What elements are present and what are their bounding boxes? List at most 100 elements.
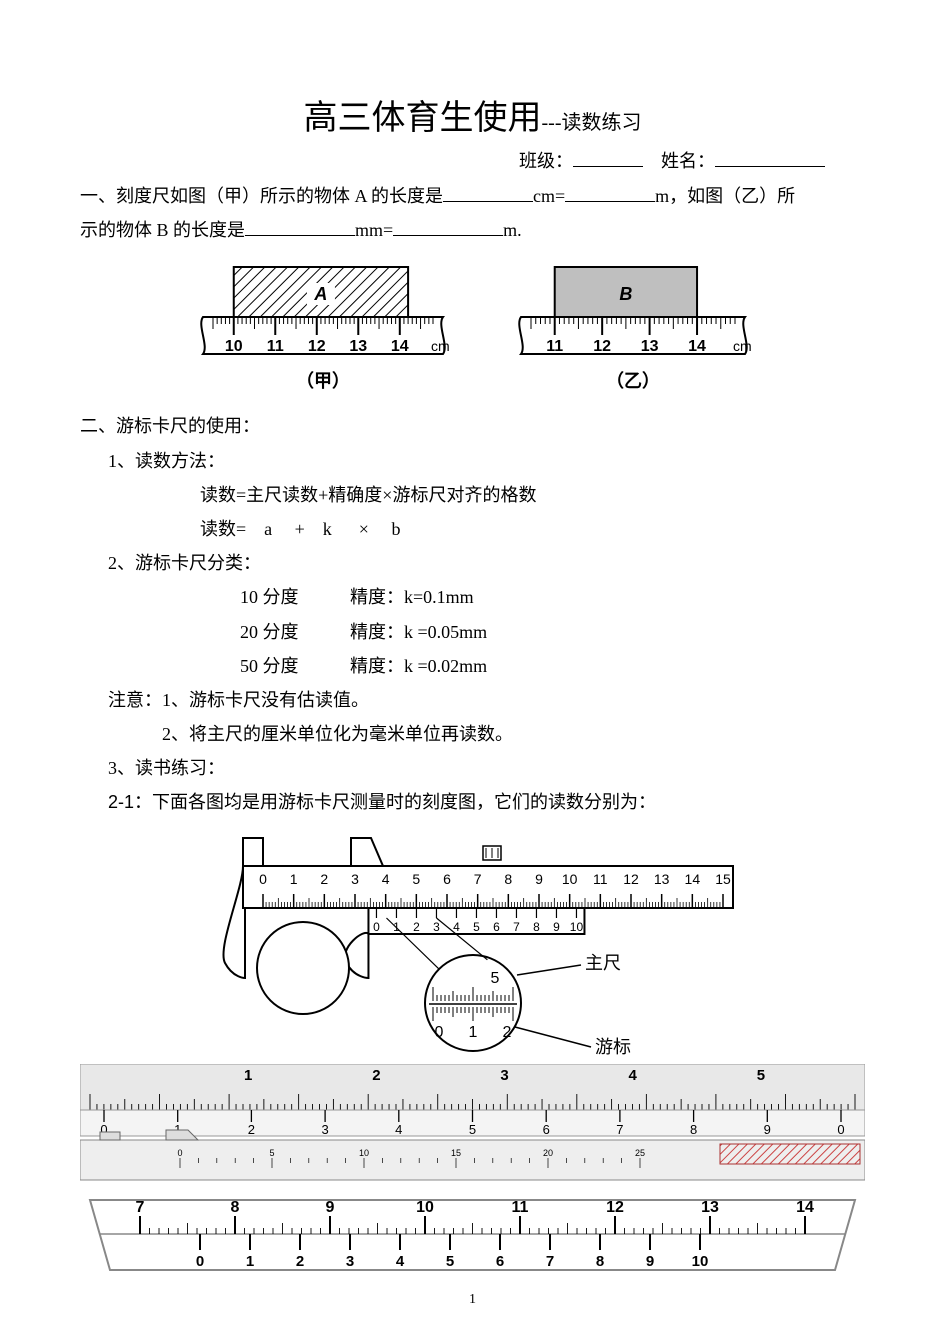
caliper-svg: 01234567891011121314150123456789105012主尺…: [173, 828, 773, 1058]
q1-line2-prefix: 示的物体 B 的长度是: [80, 220, 245, 240]
svg-text:4: 4: [629, 1067, 638, 1084]
q2-block: 二、游标卡尺的使用： 1、读数方法： 读数=主尺读数+精确度×游标尺对齐的格数 …: [80, 409, 865, 819]
svg-text:（甲）: （甲）: [296, 371, 350, 391]
class-label: 班级：: [519, 151, 573, 171]
svg-text:2: 2: [413, 920, 420, 934]
svg-text:8: 8: [596, 1253, 604, 1270]
q2-p1a: 读数=主尺读数+精确度×游标尺对齐的格数: [80, 478, 865, 512]
q2-p3: 3、读书练习：: [80, 751, 865, 785]
svg-text:8: 8: [504, 871, 512, 887]
q2-p3a-label: 2-1：: [108, 792, 152, 812]
svg-text:6: 6: [443, 871, 451, 887]
svg-text:2: 2: [320, 871, 328, 887]
ruler2-wrap: 12345012345678900510152025: [80, 1064, 865, 1184]
q1-block: 一、刻度尺如图（甲）所示的物体 A 的长度是cm=m，如图（乙）所 示的物体 B…: [80, 179, 865, 247]
svg-text:9: 9: [535, 871, 543, 887]
svg-text:9: 9: [326, 1199, 335, 1216]
svg-text:10: 10: [224, 338, 242, 355]
svg-text:14: 14: [390, 338, 408, 355]
q2-heading: 二、游标卡尺的使用：: [80, 409, 865, 443]
svg-text:11: 11: [593, 871, 608, 887]
q2-p3a-line: 2-1：下面各图均是用游标卡尺测量时的刻度图，它们的读数分别为：: [80, 785, 865, 819]
ruler-a-svg: A1011121314cm（甲）: [193, 259, 453, 399]
q2-p1: 1、读数方法：: [80, 444, 865, 478]
svg-text:0: 0: [837, 1122, 844, 1137]
q1-blank-m2[interactable]: [393, 217, 503, 236]
svg-text:1: 1: [246, 1253, 254, 1270]
q2-p1b: 读数= a + k × b: [80, 512, 865, 546]
svg-text:5: 5: [412, 871, 420, 887]
svg-text:13: 13: [349, 338, 367, 355]
svg-text:25: 25: [635, 1148, 645, 1158]
q2-rows: 10 分度精度：k=0.1mm20 分度精度：k =0.05mm50 分度精度：…: [80, 580, 865, 683]
svg-text:游标: 游标: [595, 1037, 631, 1057]
title-big: 高三体育生使用: [304, 100, 542, 137]
svg-text:13: 13: [640, 338, 658, 355]
svg-text:0: 0: [434, 1024, 443, 1041]
svg-text:6: 6: [496, 1253, 504, 1270]
svg-text:0: 0: [373, 920, 380, 934]
caliper-wrap: 01234567891011121314150123456789105012主尺…: [80, 828, 865, 1058]
svg-text:11: 11: [546, 338, 563, 355]
ruler3-wrap: 7891011121314012345678910: [80, 1190, 865, 1280]
svg-text:10: 10: [359, 1148, 369, 1158]
svg-text:2: 2: [296, 1253, 304, 1270]
svg-text:1: 1: [468, 1024, 477, 1041]
svg-text:5: 5: [446, 1253, 454, 1270]
svg-text:7: 7: [473, 871, 481, 887]
svg-text:13: 13: [653, 871, 669, 887]
svg-text:B: B: [619, 284, 632, 304]
svg-text:0: 0: [196, 1253, 204, 1270]
q2-note2: 2、将主尺的厘米单位化为毫米单位再读数。: [80, 717, 865, 751]
svg-text:15: 15: [451, 1148, 461, 1158]
svg-text:10: 10: [692, 1253, 709, 1270]
svg-text:3: 3: [321, 1122, 328, 1137]
q1-unit3: mm=: [355, 220, 393, 240]
header-fields: 班级： 姓名：: [80, 147, 865, 173]
q1-blank-cm[interactable]: [443, 183, 533, 202]
q2-notes: 注意：1、游标卡尺没有估读值。: [80, 683, 865, 717]
svg-text:12: 12: [623, 871, 639, 887]
svg-text:1: 1: [289, 871, 297, 887]
svg-text:11: 11: [512, 1199, 529, 1216]
class-blank[interactable]: [573, 148, 643, 167]
name-blank[interactable]: [715, 148, 825, 167]
svg-text:13: 13: [701, 1199, 719, 1216]
svg-text:5: 5: [473, 920, 480, 934]
svg-text:（乙）: （乙）: [606, 371, 660, 391]
q1-blank-mm[interactable]: [245, 217, 355, 236]
svg-text:9: 9: [553, 920, 560, 934]
svg-text:15: 15: [715, 871, 731, 887]
svg-text:7: 7: [513, 920, 520, 934]
svg-text:5: 5: [490, 970, 499, 987]
svg-text:3: 3: [351, 871, 359, 887]
svg-text:12: 12: [593, 338, 611, 355]
svg-text:3: 3: [433, 920, 440, 934]
figure-row-1: A1011121314cm（甲） B11121314cm（乙）: [80, 259, 865, 399]
svg-text:9: 9: [764, 1122, 771, 1137]
q2-row: 10 分度精度：k=0.1mm: [80, 580, 865, 614]
ruler-b-svg: B11121314cm（乙）: [513, 259, 753, 399]
svg-text:4: 4: [396, 1253, 405, 1270]
svg-text:8: 8: [533, 920, 540, 934]
svg-text:2: 2: [502, 1024, 511, 1041]
svg-text:6: 6: [543, 1122, 550, 1137]
q2-note-label: 注意：: [108, 690, 162, 710]
svg-text:14: 14: [688, 338, 706, 355]
svg-text:0: 0: [259, 871, 267, 887]
svg-text:2: 2: [372, 1067, 380, 1084]
svg-text:10: 10: [416, 1199, 434, 1216]
svg-text:4: 4: [381, 871, 389, 887]
q1-blank-m[interactable]: [565, 183, 655, 202]
svg-text:11: 11: [266, 338, 283, 355]
title-small: ---读数练习: [542, 112, 642, 134]
svg-text:10: 10: [569, 920, 583, 934]
ruler2-svg: 12345012345678900510152025: [80, 1064, 865, 1184]
svg-text:A: A: [313, 284, 327, 304]
svg-text:主尺: 主尺: [585, 953, 621, 973]
svg-text:9: 9: [646, 1253, 654, 1270]
svg-text:8: 8: [690, 1122, 697, 1137]
svg-text:6: 6: [493, 920, 500, 934]
svg-text:2: 2: [248, 1122, 255, 1137]
svg-text:8: 8: [231, 1199, 240, 1216]
